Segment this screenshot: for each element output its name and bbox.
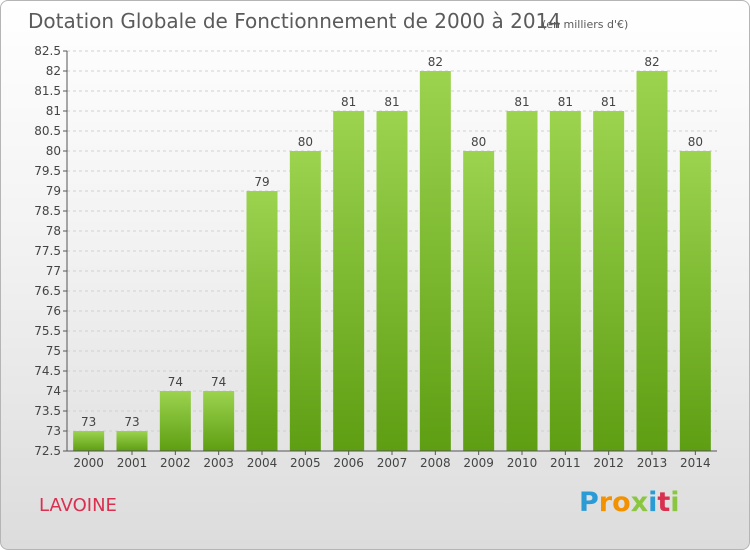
bar [159,391,191,451]
y-tick-labels: 72.5 73 73.5 74 74.5 75 75.5 76 76.5 77 77.5 78 78.5… [34,44,67,458]
bar [549,111,581,451]
bar [376,111,408,451]
data-label: 80 [298,135,313,149]
x-tick-label: 2003 [203,456,234,470]
data-label: 73 [124,415,139,429]
y-tick-label: 79 [46,184,61,198]
bar [636,71,668,451]
bar [116,431,148,451]
bar [73,431,105,451]
data-label: 79 [254,175,269,189]
y-tick-label: 80.5 [34,124,61,138]
x-tick-label: 2002 [160,456,191,470]
y-tick-label: 73.5 [34,404,61,418]
bar [593,111,625,451]
y-tick-label: 75 [46,344,61,358]
y-tick-label: 77.5 [34,244,61,258]
y-tick-label: 72.5 [34,444,61,458]
y-tick-label: 75.5 [34,324,61,338]
x-tick-label: 2004 [247,456,278,470]
x-tick-label: 2012 [593,456,624,470]
x-tick-label: 2001 [117,456,148,470]
y-tick-label: 78 [46,224,61,238]
data-label: 82 [428,55,443,69]
x-tick-label: 2009 [463,456,494,470]
bars [73,71,711,451]
x-tick-label: 2005 [290,456,321,470]
data-label: 82 [644,55,659,69]
y-tick-label: 77 [46,264,61,278]
logo-letter: i [670,487,680,518]
bar [679,151,711,451]
x-tick-label: 2014 [680,456,711,470]
proxiti-logo: Proxiti [579,487,680,518]
data-label: 74 [211,375,226,389]
bar [289,151,321,451]
logo-letter: x [630,487,649,518]
y-tick-label: 78.5 [34,204,61,218]
bar [463,151,495,451]
y-tick-label: 82.5 [34,44,61,58]
y-tick-label: 81 [46,104,61,118]
data-label: 81 [514,95,529,109]
logo-letter: o [612,487,631,518]
x-tick-label: 2008 [420,456,451,470]
y-tick-label: 80 [46,144,61,158]
logo-letter: P [579,487,599,518]
x-tick-label: 2000 [73,456,104,470]
bar [246,191,278,451]
y-tick-label: 73 [46,424,61,438]
data-labels: 73 73 74 74 79 80 81 81 82 80 81 81 81 82 80 [81,55,703,429]
x-tick-label: 2006 [333,456,364,470]
x-tick-label: 2007 [377,456,408,470]
y-tick-label: 74.5 [34,364,61,378]
data-label: 81 [601,95,616,109]
y-tick-label: 79.5 [34,164,61,178]
x-tick-label: 2011 [550,456,581,470]
data-label: 81 [558,95,573,109]
x-tick-label: 2010 [507,456,538,470]
y-tick-label: 74 [46,384,61,398]
data-label: 80 [688,135,703,149]
x-tick-label: 2013 [637,456,668,470]
bar [333,111,365,451]
data-label: 73 [81,415,96,429]
data-label: 80 [471,135,486,149]
x-tick-labels: 2000 2001 2002 2003 2004 2005 2006 2007 2008 2009… [73,451,711,470]
bar [203,391,235,451]
data-label: 81 [341,95,356,109]
data-label: 81 [384,95,399,109]
y-tick-label: 82 [46,64,61,78]
data-label: 74 [168,375,183,389]
chart-unit-note: (en milliers d'€) [542,18,629,31]
commune-name: LAVOINE [39,495,117,516]
y-tick-label: 81.5 [34,84,61,98]
logo-letter: t [657,487,671,518]
bar [419,71,451,451]
y-tick-label: 76 [46,304,61,318]
logo-letter: i [648,487,658,518]
bar [506,111,538,451]
logo-letter: r [598,487,613,518]
y-tick-label: 76.5 [34,284,61,298]
chart-title: Dotation Globale de Fonctionnement de 20… [28,9,561,33]
